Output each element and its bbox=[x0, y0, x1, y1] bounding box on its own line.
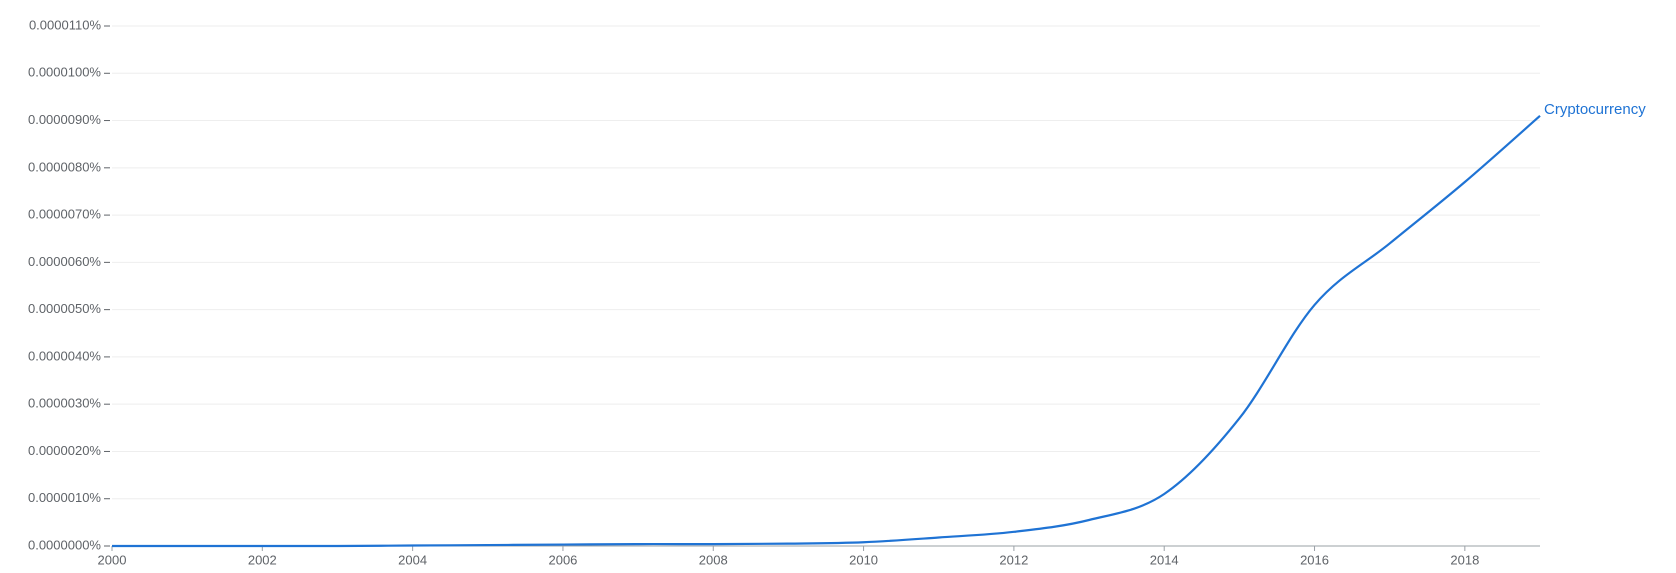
x-tick-label: 2014 bbox=[1150, 552, 1179, 567]
y-tick-label: 0.0000060% bbox=[28, 254, 101, 269]
y-tick-label: 0.0000090% bbox=[28, 112, 101, 127]
x-tick-label: 2008 bbox=[699, 552, 728, 567]
x-tick-label: 2002 bbox=[248, 552, 277, 567]
series-label: Cryptocurrency bbox=[1544, 101, 1646, 118]
x-tick-label: 2012 bbox=[999, 552, 1028, 567]
y-tick-label: 0.0000080% bbox=[28, 159, 101, 174]
y-tick-label: 0.0000040% bbox=[28, 348, 101, 363]
x-tick-label: 2016 bbox=[1300, 552, 1329, 567]
y-tick-label: 0.0000010% bbox=[28, 490, 101, 505]
y-tick-label: 0.0000000% bbox=[28, 537, 101, 552]
y-tick-label: 0.0000100% bbox=[28, 65, 101, 80]
y-tick-label: 0.0000020% bbox=[28, 443, 101, 458]
x-tick-label: 2000 bbox=[98, 552, 127, 567]
x-tick-label: 2018 bbox=[1450, 552, 1479, 567]
y-tick-label: 0.0000030% bbox=[28, 396, 101, 411]
y-tick-label: 0.0000110% bbox=[29, 17, 101, 32]
series-line bbox=[112, 114, 1541, 548]
x-tick-label: 2006 bbox=[548, 552, 577, 567]
x-tick-label: 2004 bbox=[398, 552, 427, 567]
x-tick-label: 2010 bbox=[849, 552, 878, 567]
y-tick-label: 0.0000050% bbox=[28, 301, 101, 316]
y-tick-label: 0.0000070% bbox=[28, 207, 101, 222]
